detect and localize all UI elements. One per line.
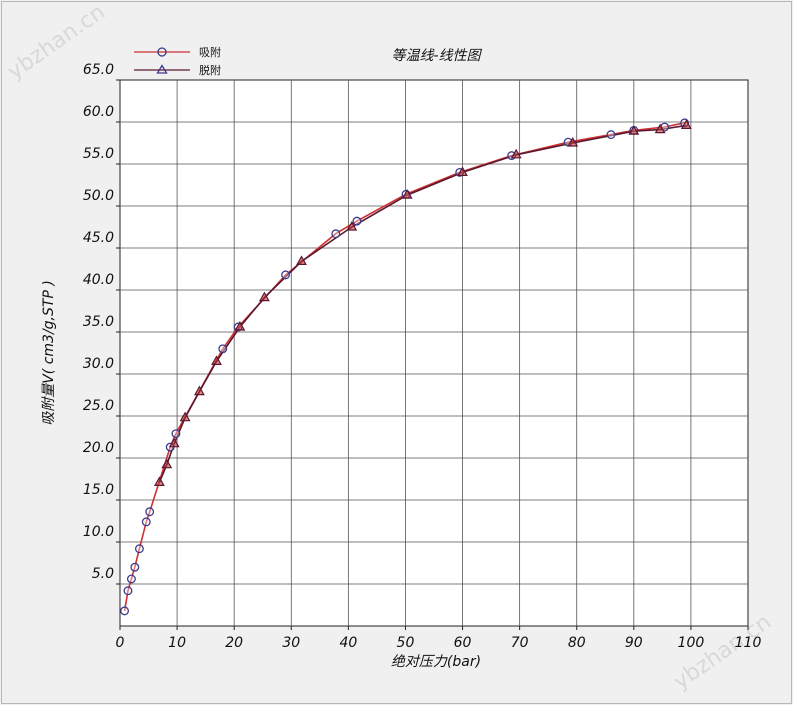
desorption-point	[654, 123, 666, 134]
y-tick-label: 20.0	[83, 440, 114, 456]
x-tick-label: 110	[735, 635, 762, 651]
legend-item-desorption: 脱附	[134, 63, 221, 77]
adsorption-point	[171, 429, 181, 439]
y-tick-label: 45.0	[83, 230, 114, 246]
y-tick-label: 25.0	[83, 398, 114, 414]
x-axis-label: 绝对压力(bar)	[391, 654, 481, 670]
desorption-point	[346, 220, 358, 231]
x-tick-label: 50	[397, 635, 415, 651]
adsorption-point	[141, 517, 151, 527]
desorption-point	[510, 148, 522, 159]
y-tick-labels: 5.0 10.0 15.0 20.0 25.0 30.0 35.0 40.0 45.0 50.0 5…	[83, 62, 114, 582]
legend-triangle-icon	[156, 64, 168, 74]
chart-title: 等温线-线性图	[391, 48, 482, 64]
y-tick-label: 15.0	[83, 482, 114, 498]
grid	[116, 79, 749, 630]
desorption-point	[161, 458, 173, 469]
y-tick-label: 30.0	[83, 356, 114, 372]
x-tick-label: 70	[511, 635, 529, 651]
x-tick-label: 60	[454, 635, 472, 651]
adsorption-point	[218, 344, 228, 354]
adsorption-point	[145, 507, 155, 517]
legend-item-adsorption: 吸附	[134, 45, 221, 59]
adsorption-point	[281, 270, 291, 280]
desorption-point	[179, 411, 191, 422]
y-tick-label: 60.0	[83, 104, 114, 120]
y-tick-label: 65.0	[83, 62, 114, 78]
x-tick-label: 80	[568, 635, 586, 651]
desorption-point	[567, 136, 579, 147]
x-tick-labels: 0 10 20 30 40 50 60 70 80 90 100 110	[116, 635, 762, 651]
legend: 吸附 脱附	[134, 45, 221, 77]
x-tick-label: 40	[339, 635, 357, 651]
series-markers	[120, 118, 692, 616]
x-tick-label: 20	[225, 635, 243, 651]
adsorption-point	[606, 130, 616, 140]
desorption-point	[258, 291, 270, 302]
desorption-point	[680, 119, 692, 129]
desorption-point	[628, 125, 640, 135]
x-tick-label: 0	[116, 635, 125, 651]
desorption-point	[401, 189, 413, 199]
desorption-point	[457, 166, 468, 176]
adsorption-point	[130, 562, 140, 572]
desorption-point	[234, 320, 246, 331]
y-tick-label: 40.0	[83, 272, 114, 288]
legend-circle-icon	[157, 47, 167, 57]
adsorption-point	[126, 574, 136, 584]
adsorption-point	[120, 606, 130, 616]
adsorption-point	[352, 216, 362, 226]
desorption-point	[168, 437, 180, 448]
y-tick-label: 50.0	[83, 188, 114, 204]
x-tick-label: 90	[625, 635, 643, 651]
x-tick-label: 100	[678, 635, 705, 651]
y-axis-label: 吸附量V( cm3/g,STP )	[41, 280, 57, 426]
y-tick-label: 55.0	[83, 146, 114, 162]
x-tick-label: 10	[168, 635, 186, 651]
x-tick-label: 30	[282, 635, 300, 651]
desorption-point	[153, 476, 165, 486]
plot-area	[119, 79, 749, 627]
desorption-point	[193, 385, 205, 396]
adsorption-point	[134, 544, 144, 554]
desorption-point	[296, 255, 307, 265]
y-tick-label: 5.0	[92, 566, 114, 582]
y-tick-label: 35.0	[83, 314, 114, 330]
legend-label-desorption: 脱附	[199, 63, 221, 77]
legend-label-adsorption: 吸附	[199, 45, 221, 59]
desorption-point	[211, 355, 222, 365]
adsorption-point	[123, 586, 133, 596]
adsorption-point	[331, 229, 341, 239]
y-tick-label: 10.0	[83, 524, 114, 540]
